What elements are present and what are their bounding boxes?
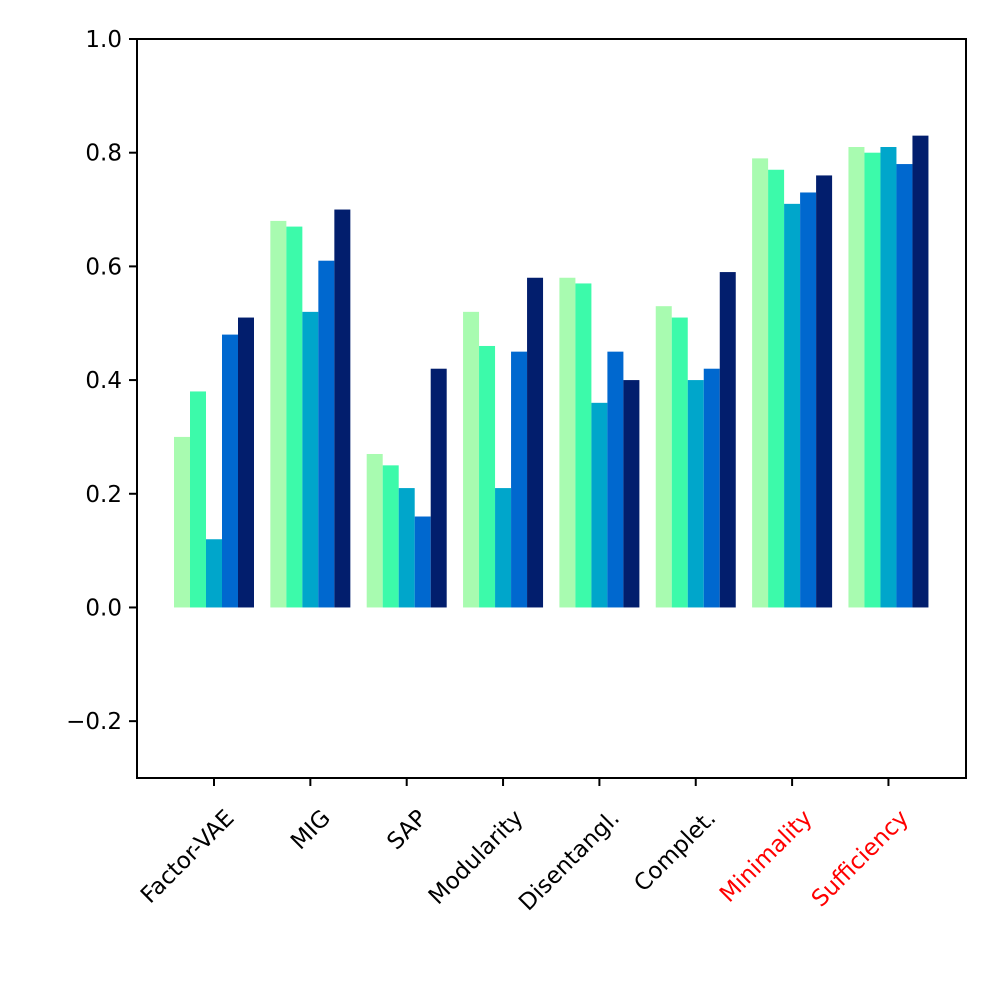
bar-factor-vae-series-5 [238,317,254,608]
bar-disentangl-series-3 [591,402,608,608]
bar-sufficiency-series-1 [848,147,865,608]
bar-disentangl-series-1 [559,277,576,608]
bar-modularity-series-4 [511,351,528,608]
bar-complet-series-2 [671,317,688,608]
bar-modularity-series-2 [479,345,496,608]
bar-sufficiency-series-3 [880,147,897,608]
bar-complet-series-3 [687,380,704,608]
bar-modularity-series-3 [495,488,512,608]
bar-disentangl-series-5 [623,380,640,608]
y-axis: −0.2 0.0 0.2 0.4 0.6 0.8 1.0 [66,27,137,735]
bar-mig-series-3 [302,311,319,608]
bar-disentangl-series-4 [607,351,624,608]
bar-mig-series-2 [286,226,303,608]
bar-minimality-series-2 [768,169,785,608]
bar-sufficiency-series-4 [896,164,913,608]
y-tick-label: 0.8 [85,141,122,167]
bar-minimality-series-1 [752,158,769,608]
bar-mig-series-1 [270,220,287,608]
y-tick-label: 0.2 [85,482,122,508]
bar-sap-series-1 [366,453,383,608]
y-tick-label: −0.2 [66,709,122,735]
bar-mig-series-5 [334,209,351,608]
bar-factor-vae-series-4 [222,334,238,608]
y-tick-label: 0.6 [85,254,122,280]
bar-sap-series-5 [430,368,447,608]
bars-layer [174,135,929,608]
bar-complet-series-5 [719,272,736,608]
bar-minimality-series-5 [816,175,833,608]
bar-disentangl-series-2 [575,283,592,608]
bar-sap-series-4 [414,516,431,608]
bar-factor-vae-series-2 [190,391,206,608]
bar-sufficiency-series-2 [864,152,881,608]
bar-mig-series-4 [318,260,335,608]
bar-sap-series-2 [382,465,399,608]
y-tick-label: 0.0 [85,595,122,621]
bar-complet-series-4 [703,368,720,608]
y-tick-label: 0.4 [85,368,122,394]
bar-modularity-series-1 [463,311,480,608]
bar-factor-vae-series-1 [174,436,190,608]
plot-frame [136,38,967,779]
bar-sufficiency-series-5 [912,135,929,608]
bar-minimality-series-3 [784,203,801,608]
bar-sap-series-3 [398,488,415,608]
bar-complet-series-1 [655,306,672,608]
y-tick-label: 1.0 [85,27,122,53]
bar-minimality-series-4 [800,192,817,608]
bar-modularity-series-5 [527,277,544,608]
bar-factor-vae-series-3 [206,539,222,608]
